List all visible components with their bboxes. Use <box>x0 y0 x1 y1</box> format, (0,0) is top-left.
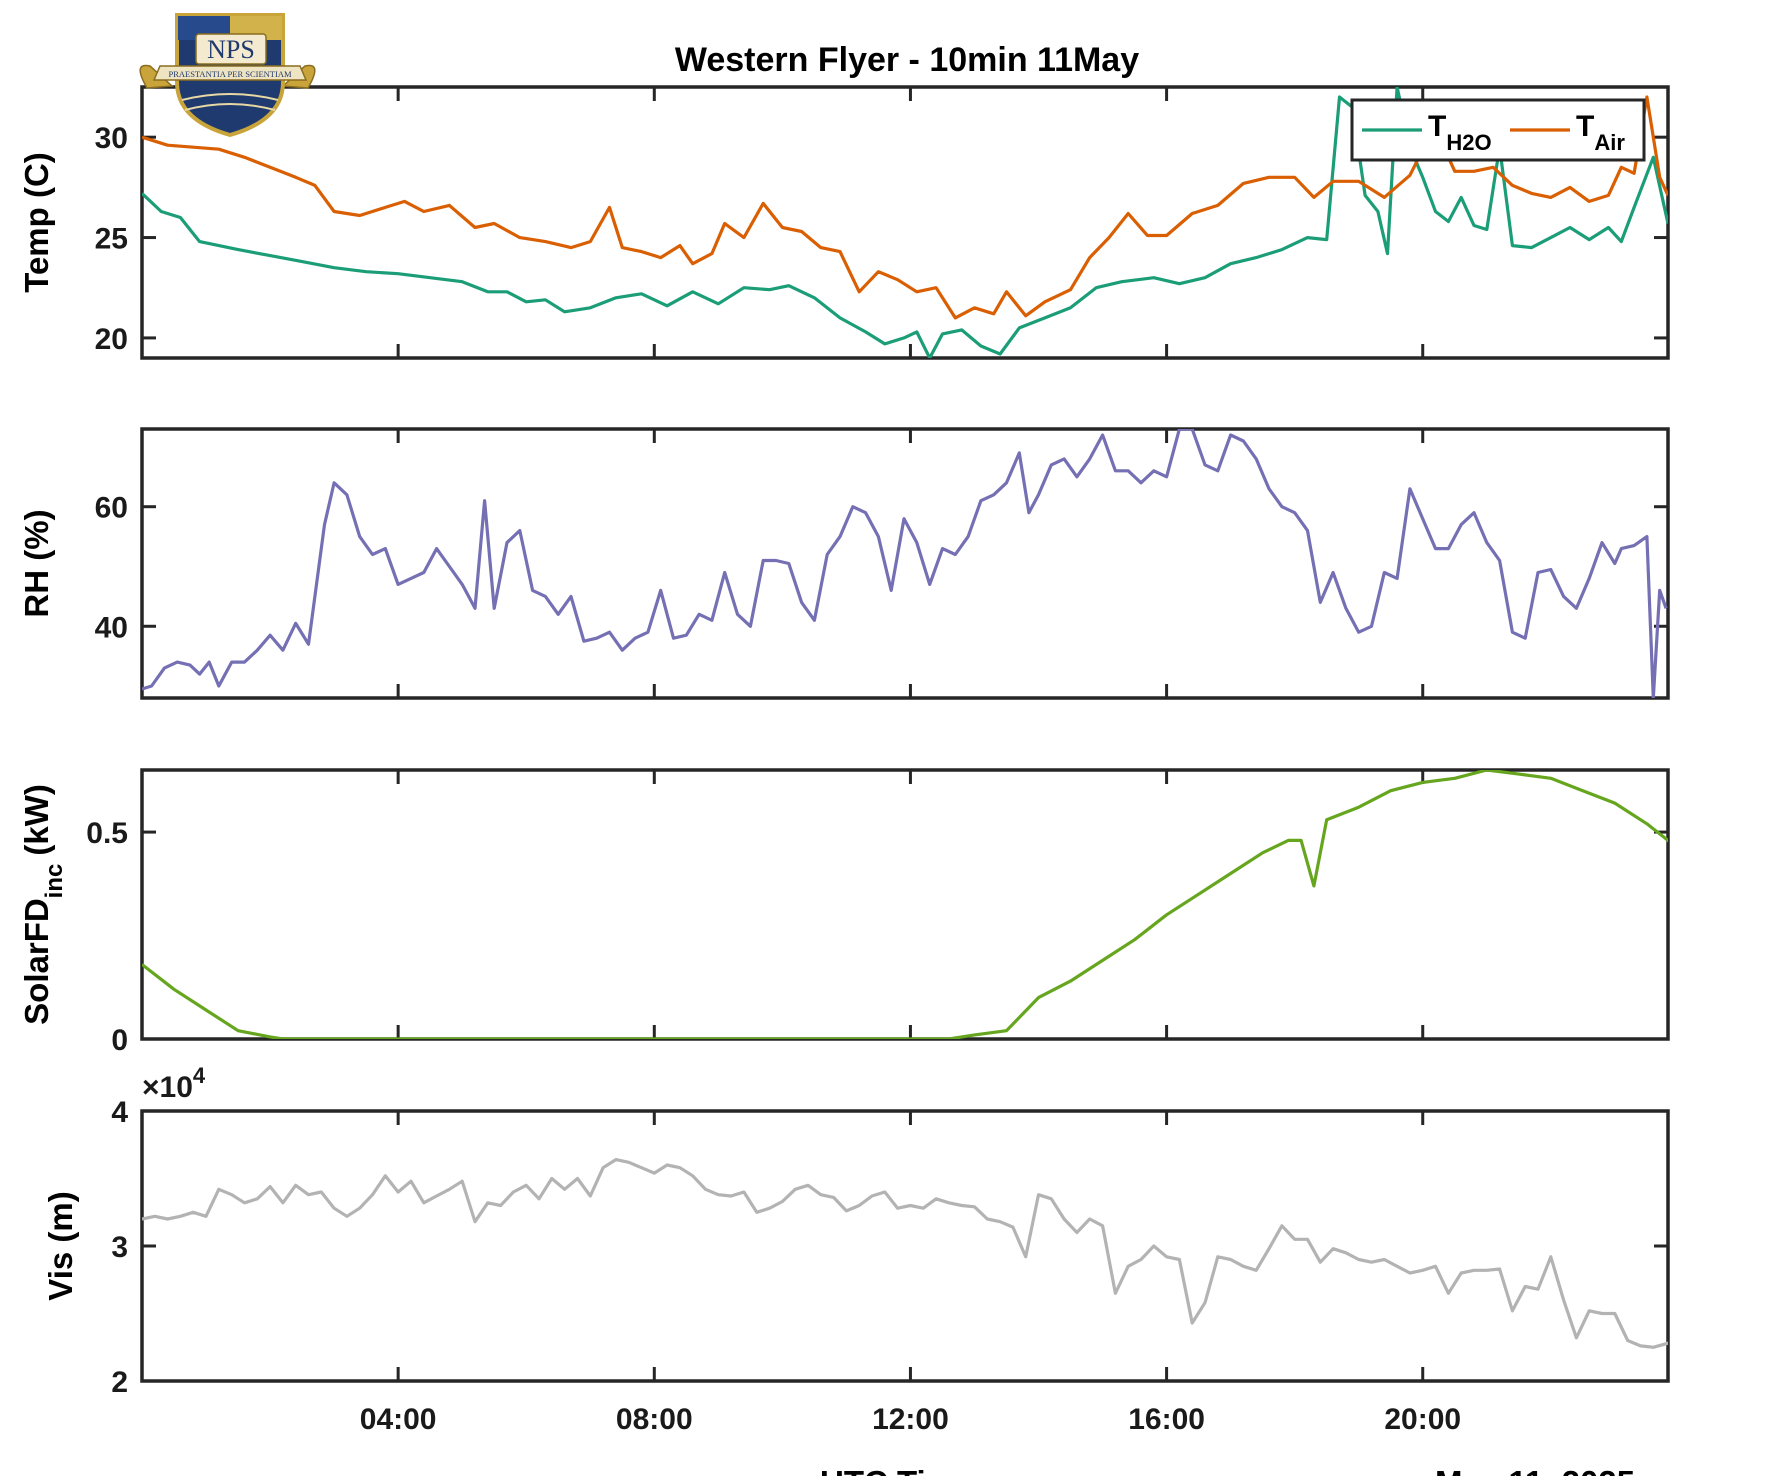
y-axis-label-unit: (kW) <box>18 784 55 855</box>
x-tick-label: 04:00 <box>360 1403 437 1436</box>
y-axis-label-main: SolarFD <box>18 898 55 1025</box>
legend-subscript: H2O <box>1446 130 1491 155</box>
logo-waves <box>181 93 279 101</box>
multiplier-base: ×10 <box>142 1071 193 1104</box>
solar-panel: 0 0.5 SolarFDinc (kW) <box>18 768 1670 1057</box>
series-line-rh <box>142 429 1668 698</box>
y-tick-label: 40 <box>95 611 128 644</box>
legend-name: T <box>1576 110 1594 143</box>
y-axis-label: Vis (m) <box>42 1191 79 1300</box>
y-axis-label-text: Vis (m) <box>42 1191 79 1300</box>
legend-entry: TAir <box>1576 110 1625 155</box>
axes-box <box>140 427 1670 700</box>
series-line-solar <box>142 770 1668 1039</box>
legend-entry: TH2O <box>1428 110 1492 155</box>
logo-ribbon <box>152 65 308 81</box>
y-tick-label: 4 <box>111 1096 128 1129</box>
legend: TH2O TAir <box>1350 98 1646 162</box>
legend-subscript: Air <box>1594 130 1625 155</box>
multiplier-exponent: 4 <box>193 1063 206 1088</box>
y-tick-label: 0.5 <box>86 817 128 850</box>
rh-panel: 40 60 RH (%) <box>18 427 1670 700</box>
y-tick-label: 3 <box>111 1231 128 1264</box>
y-axis-label-text: RH (%) <box>18 509 55 617</box>
figure-title: Western Flyer - 10min 11May <box>675 41 1139 79</box>
x-tick-label: 16:00 <box>1128 1403 1205 1436</box>
logo-waves <box>184 103 276 111</box>
series-line-vis <box>142 1158 1668 1349</box>
y-tick-label: 25 <box>95 223 128 256</box>
x-tick-label: 08:00 <box>616 1403 693 1436</box>
series-line-h2o <box>142 87 1668 358</box>
legend-name: T <box>1428 110 1446 143</box>
y-tick-label: 0 <box>111 1024 128 1057</box>
axes-box <box>140 768 1670 1041</box>
logo-plate <box>195 33 267 65</box>
y-axis-label-sub: inc <box>41 864 68 899</box>
y-axis-label: RH (%) <box>18 509 55 617</box>
y-tick-label: 2 <box>111 1366 128 1399</box>
x-tick-label: 12:00 <box>872 1403 949 1436</box>
logo-motto: PRAESTANTIA PER SCIENTIAM <box>168 69 291 79</box>
axis-multiplier: ×104 <box>142 1063 206 1104</box>
x-tick-label: 20:00 <box>1384 1403 1461 1436</box>
y-tick-label: 20 <box>95 323 128 356</box>
axes-box <box>140 1109 1670 1383</box>
y-tick-label: 60 <box>95 492 128 525</box>
logo-text: NPS <box>207 35 255 64</box>
x-axis-label: UTC Ti <box>820 1464 926 1476</box>
nps-logo: NPS PRAESTANTIA PER SCIENTIAM <box>139 13 316 138</box>
series-line-air <box>142 95 1668 320</box>
y-axis-label: Temp (C) <box>18 152 55 293</box>
y-tick-label: 30 <box>95 122 128 155</box>
y-axis-label-text: Temp (C) <box>18 152 55 293</box>
y-axis-label: SolarFDinc (kW) <box>18 784 68 1025</box>
